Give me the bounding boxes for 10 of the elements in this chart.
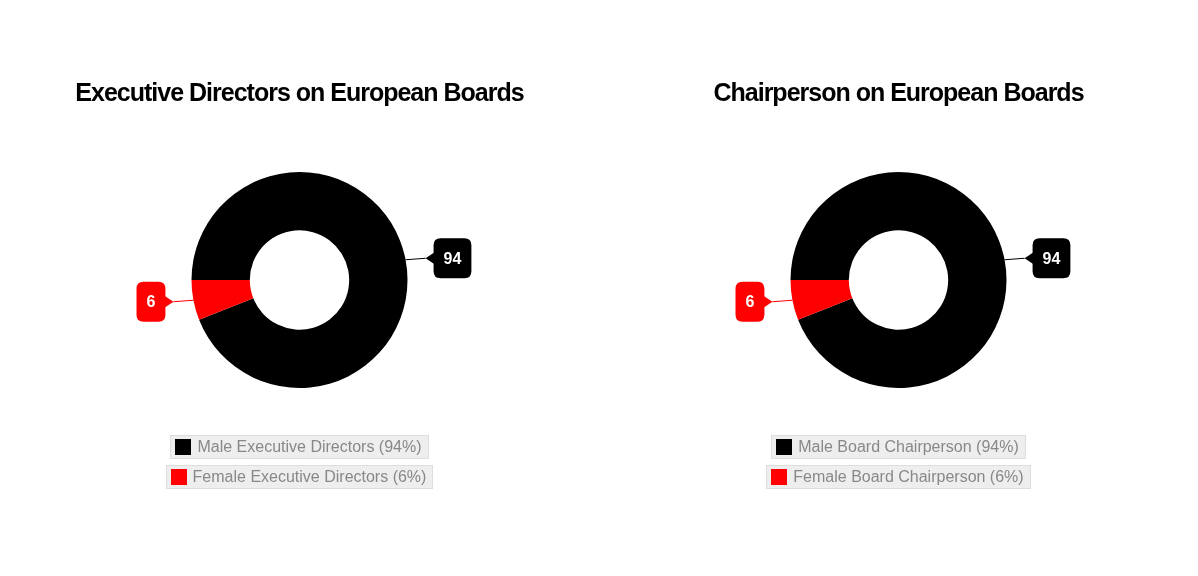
legend-label: Female Executive Directors (6%) [192, 468, 427, 486]
legend-label: Male Executive Directors (94%) [197, 438, 422, 456]
legend-label: Male Board Chairperson (94%) [798, 438, 1019, 456]
chart-title: Chairperson on European Boards [712, 78, 1085, 107]
chart-title: Executive Directors on European Boards [74, 78, 525, 107]
data-label: 6 [146, 293, 156, 311]
data-label: 94 [443, 249, 462, 267]
data-label: 94 [1042, 249, 1061, 267]
legend-label: Female Board Chairperson (6%) [793, 468, 1024, 486]
data-label: 6 [745, 293, 755, 311]
